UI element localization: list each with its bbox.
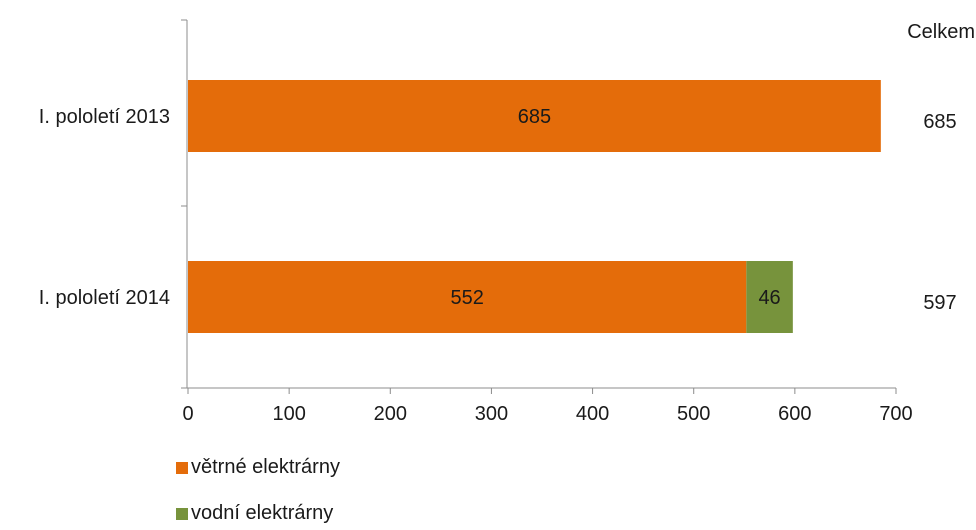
bar-1-0: [188, 261, 747, 333]
legend-swatch-vetrne: [176, 461, 188, 474]
x-tick-label-1: 100: [272, 403, 305, 425]
category-label-1: I. pololetí 2014: [39, 287, 170, 309]
totals-header: Celkem: [907, 21, 975, 43]
data-label-1-1: 46: [758, 287, 780, 309]
total-label-0: 685: [923, 111, 956, 133]
category-label-0: I. pololetí 2013: [39, 106, 170, 128]
total-label-1: 597: [923, 292, 956, 314]
axes: [181, 19, 897, 394]
bars: [188, 80, 881, 333]
legend-label-vetrne: větrné elektrárny: [191, 456, 340, 478]
legend-label-vodni: vodní elektrárny: [191, 502, 334, 524]
legend-swatch-vodni: [176, 507, 188, 520]
data-label-0-0: 685: [518, 106, 551, 128]
labels: 0 100 200 300 400 500 600 700 I. pololetí 2013 I.…: [39, 21, 975, 425]
x-tick-label-4: 400: [576, 403, 609, 425]
data-label-1-0: 552: [450, 287, 483, 309]
x-tick-label-7: 700: [879, 403, 912, 425]
x-tick-label-6: 600: [778, 403, 811, 425]
x-tick-label-0: 0: [182, 403, 193, 425]
legend-item-vetrne: větrné elektrárny: [176, 456, 340, 479]
bar-1-1: [746, 261, 793, 333]
legend-item-vodni: vodní elektrárny: [176, 502, 333, 525]
x-tick-label-5: 500: [677, 403, 710, 425]
x-tick-label-3: 300: [475, 403, 508, 425]
x-tick-label-2: 200: [374, 403, 407, 425]
bar-0-0: [188, 80, 881, 152]
